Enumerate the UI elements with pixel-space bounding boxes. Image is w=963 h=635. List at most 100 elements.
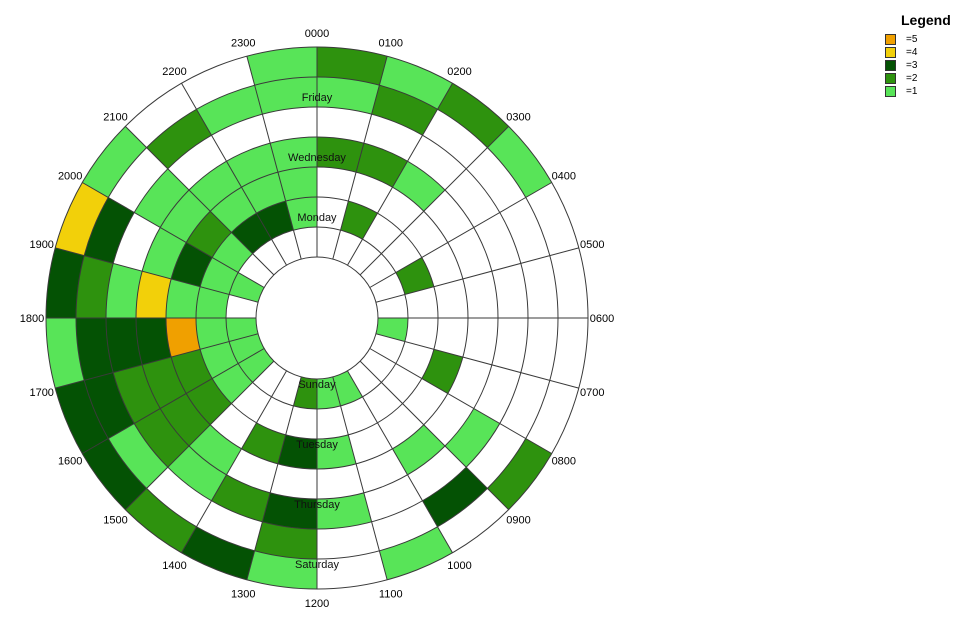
- heatmap-cell-tuesday-1200: [277, 434, 317, 469]
- heatmap-cell-saturday-0900: [437, 488, 509, 553]
- heatmap-cell-sunday-0700: [369, 333, 405, 364]
- heatmap-cell-saturday-0300: [487, 126, 552, 198]
- heatmap-cell-thursday-1200: [262, 492, 317, 529]
- heatmap-cell-sunday-1300: [271, 370, 302, 406]
- heatmap-cell-friday-0400: [499, 197, 550, 264]
- spoke-line: [181, 370, 287, 553]
- heatmap-cell-wednesday-1700: [136, 318, 172, 365]
- legend-swatch: [885, 47, 896, 58]
- heatmap-cell-friday-1100: [317, 521, 380, 559]
- heatmap-cell-tuesday-0300: [402, 211, 448, 258]
- heatmap-cell-monday-0800: [381, 363, 422, 404]
- legend-item: =1: [885, 85, 960, 98]
- spoke-line: [347, 370, 453, 553]
- heatmap-cell-sunday-0900: [347, 361, 382, 397]
- heatmap-cell-monday-0700: [395, 341, 434, 379]
- heatmap-cell-thursday-2300: [262, 107, 317, 144]
- heatmap-cell-thursday-1000: [363, 474, 423, 522]
- hour-label-1400: 1400: [162, 560, 186, 572]
- heatmap-cell-thursday-1800: [106, 263, 143, 318]
- spoke-line: [375, 333, 579, 389]
- heatmap-cell-thursday-2000: [134, 168, 190, 228]
- day-label-thursday: Thursday: [294, 499, 340, 511]
- heatmap-cell-monday-2300: [285, 196, 317, 231]
- heatmap-cell-thursday-0700: [473, 364, 521, 424]
- heatmap-cell-wednesday-2000: [160, 190, 211, 243]
- legend-title: Legend: [901, 12, 951, 28]
- heatmap-cell-monday-1700: [196, 318, 230, 350]
- heatmap-cell-monday-0500: [404, 286, 438, 318]
- heatmap-cell-thursday-1300: [211, 474, 271, 522]
- heatmap-cell-sunday-2000: [238, 253, 274, 288]
- heatmap-cell-monday-0200: [362, 213, 403, 254]
- hour-label-0900: 0900: [506, 515, 530, 527]
- legend-label: =4: [906, 47, 918, 58]
- heatmap-cell-sunday-1000: [332, 370, 363, 406]
- heatmap-cell-tuesday-2100: [210, 187, 257, 233]
- heatmap-cells: [46, 47, 588, 589]
- heatmap-cell-friday-0200: [422, 109, 488, 169]
- heatmap-cell-sunday-0300: [360, 253, 396, 288]
- heatmap-cell-saturday-1800: [46, 247, 85, 318]
- heatmap-cell-friday-1700: [75, 318, 114, 381]
- heatmap-cell-saturday-0500: [549, 247, 588, 318]
- spoke-line: [82, 348, 265, 454]
- heatmap-cell-friday-1200: [254, 521, 317, 559]
- heatmap-cell-sunday-0800: [360, 348, 396, 383]
- heatmap-cell-friday-1600: [84, 372, 135, 439]
- legend-item: =3: [885, 59, 960, 72]
- heatmap-cell-sunday-1400: [252, 361, 287, 397]
- heatmap-cell-thursday-0500: [491, 263, 528, 318]
- heatmap-cell-tuesday-2300: [277, 167, 317, 202]
- heatmap-cell-wednesday-1800: [136, 271, 172, 318]
- hour-label-1700: 1700: [29, 387, 53, 399]
- legend-label: =3: [906, 60, 918, 71]
- hour-label-1200: 1200: [305, 598, 329, 610]
- heatmap-cell-friday-1500: [108, 423, 168, 489]
- heatmap-cell-saturday-2300: [246, 47, 317, 86]
- heatmap-cell-tuesday-0900: [377, 403, 424, 449]
- heatmap-cell-friday-1400: [146, 467, 212, 527]
- heatmap-cell-tuesday-2000: [186, 211, 232, 258]
- spoke-line: [181, 83, 287, 266]
- heatmap-cell-saturday-1700: [46, 318, 85, 389]
- heatmap-cell-saturday-0400: [525, 182, 579, 256]
- hour-label-1100: 1100: [379, 588, 403, 600]
- spoke-line: [359, 360, 509, 510]
- legend: Legend =5 =4 =3 =2 =1: [880, 12, 960, 98]
- legend-item: =2: [885, 72, 960, 85]
- heatmap-cell-monday-1200: [285, 405, 317, 439]
- hour-label-1600: 1600: [58, 456, 82, 468]
- heatmap-cell-monday-0400: [395, 257, 434, 295]
- heatmap-cell-monday-1000: [340, 396, 378, 435]
- heatmap-cell-thursday-0400: [473, 212, 521, 272]
- spoke-line: [82, 182, 265, 288]
- heatmap-cell-friday-0700: [499, 372, 550, 439]
- heatmap-cell-saturday-1400: [125, 488, 197, 553]
- heatmap-cell-sunday-0100: [332, 230, 363, 266]
- heatmap-cell-saturday-1900: [55, 182, 109, 256]
- spoke-line: [332, 56, 388, 260]
- heatmap-cell-monday-2100: [231, 213, 272, 254]
- heatmap-cell-tuesday-0500: [433, 278, 468, 318]
- heatmap-cell-thursday-1400: [167, 445, 227, 501]
- heatmap-cell-wednesday-0500: [462, 271, 498, 318]
- hour-label-0400: 0400: [552, 171, 576, 183]
- heatmap-cell-friday-1300: [196, 500, 263, 551]
- heatmap-cell-sunday-1600: [229, 333, 265, 364]
- heatmap-cell-thursday-0200: [407, 135, 467, 191]
- heatmap-cell-saturday-0700: [525, 380, 579, 454]
- spoke-line: [375, 247, 579, 303]
- heatmap-cell-saturday-0000: [317, 47, 388, 86]
- heatmap-cell-friday-0300: [466, 147, 526, 213]
- heatmap-cell-tuesday-0800: [402, 378, 448, 425]
- heatmap-cell-tuesday-1300: [241, 422, 286, 464]
- heatmap-cell-tuesday-1500: [186, 378, 232, 425]
- heatmap-cell-monday-1500: [212, 363, 253, 404]
- heatmap-cell-saturday-2200: [181, 56, 255, 110]
- heatmap-cell-monday-1900: [200, 257, 239, 295]
- heatmap-cell-tuesday-0400: [421, 242, 463, 287]
- heatmap-cell-wednesday-2100: [189, 161, 242, 212]
- heatmap-cell-wednesday-0900: [392, 424, 445, 475]
